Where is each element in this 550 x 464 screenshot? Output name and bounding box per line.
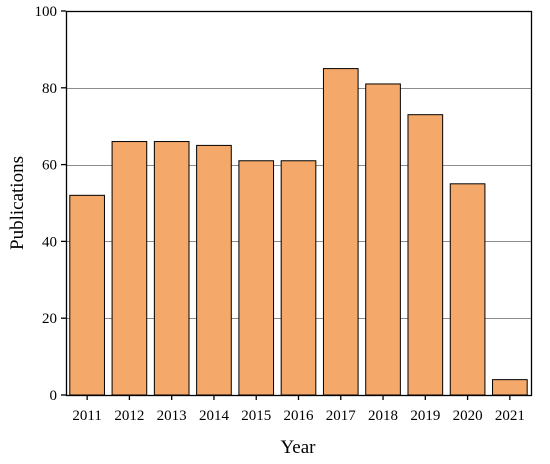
x-tick-label: 2019 [410,408,440,424]
bars [69,68,528,396]
x-tick-label: 2015 [241,408,271,424]
y-tick-label: 100 [35,4,58,20]
bar-2019 [407,114,444,396]
x-tick-label: 2012 [114,408,144,424]
y-tick-label: 20 [42,311,57,327]
x-tick-label: 2017 [326,408,357,424]
x-tick-label: 2011 [72,408,101,424]
y-tick-labels: 0 20 40 60 80 100 [35,4,58,404]
bar-2012 [111,141,148,396]
y-tick-label: 0 [50,388,58,404]
x-tick-label: 2020 [453,408,483,424]
x-tick-label: 2016 [284,408,315,424]
bar-2015 [238,160,275,396]
bar-2020 [449,183,486,396]
bar-2011 [69,194,105,396]
x-tick-label: 2014 [199,408,230,424]
x-axis-label: Year [280,437,316,458]
x-tick-labels: 2011 2012 2013 2014 2015 2016 2017 2018 2019 2020… [72,408,524,424]
x-tick-label: 2013 [157,408,187,424]
x-tick-label: 2018 [368,408,398,424]
axes [61,10,533,400]
y-tick-label: 40 [42,234,57,250]
bar-2014 [196,144,232,396]
y-tick-label: 60 [42,158,57,174]
bar-2021 [492,379,528,396]
bar-2013 [153,141,190,396]
bar-2018 [365,83,401,396]
bar-2016 [280,160,317,396]
bar-2017 [322,68,359,396]
x-tick-label: 2021 [495,408,525,424]
y-axis-label: Publications [7,156,28,250]
y-tick-label: 80 [42,81,57,97]
